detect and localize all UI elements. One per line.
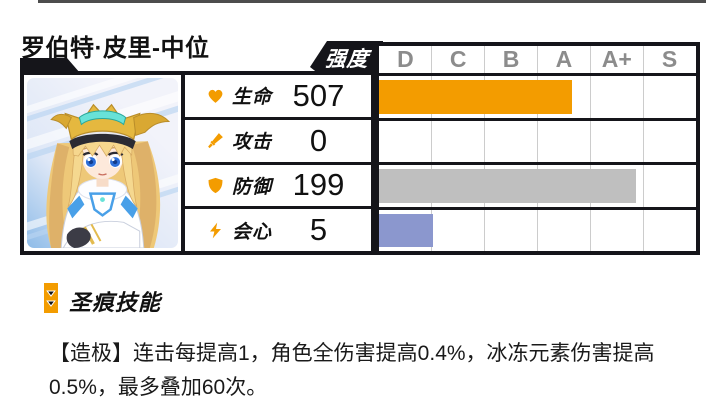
stat-row-atk: 攻击 0 — [185, 120, 371, 165]
bolt-icon — [210, 222, 221, 239]
stats-table: 生命 507 攻击 0 防御 199 会心 5 — [181, 71, 375, 255]
shield-icon — [208, 177, 223, 193]
stat-row-def: 防御 199 — [185, 165, 371, 210]
grade-label-a-plus: A+ — [601, 46, 632, 72]
stat-value: 0 — [309, 122, 328, 158]
def-bar — [379, 169, 636, 203]
skill-section-title: 圣痕技能 — [69, 290, 162, 315]
heart-icon — [208, 90, 223, 104]
stat-value: 5 — [309, 212, 328, 248]
bar-row-crt — [379, 210, 696, 252]
page-title: 罗伯特·皮里-中位 — [21, 35, 210, 62]
stat-label: 防御 — [232, 176, 273, 198]
stat-label: 会心 — [232, 221, 273, 243]
stat-row-hp: 生命 507 — [185, 75, 371, 120]
grade-chart: D C B A A+ S — [375, 42, 700, 255]
top-divider-line — [38, 0, 706, 3]
strength-badge: 强度 — [310, 41, 383, 74]
strength-badge-label: 强度 — [323, 47, 370, 71]
card-corner-tab — [20, 58, 80, 73]
grade-label-c: C — [449, 46, 467, 72]
hp-bar — [379, 80, 573, 114]
bar-row-atk — [379, 121, 696, 165]
sword-icon — [208, 133, 223, 149]
grade-label-a: A — [555, 46, 573, 72]
stat-value: 199 — [292, 167, 345, 203]
stat-label: 生命 — [232, 87, 273, 109]
grade-label-b: B — [502, 46, 520, 72]
character-portrait-image — [27, 78, 178, 248]
grade-label-s: S — [661, 46, 678, 72]
bar-row-def — [379, 165, 696, 210]
grade-header-row: D C B A A+ S — [379, 46, 696, 76]
bar-row-hp — [379, 76, 696, 121]
grade-label-d: D — [397, 46, 414, 72]
crt-bar — [379, 213, 433, 247]
stat-row-crt: 会心 5 — [185, 209, 371, 251]
stat-value: 507 — [292, 77, 345, 113]
stat-label: 攻击 — [232, 132, 273, 154]
chart-gridlines — [379, 46, 696, 251]
skill-description: 【造极】连击每提高1，角色全伤害提高0.4%，冰冻元素伤害提高0.5%，最多叠加… — [49, 342, 655, 399]
section-marker-icon — [44, 283, 58, 313]
character-portrait — [20, 71, 185, 255]
